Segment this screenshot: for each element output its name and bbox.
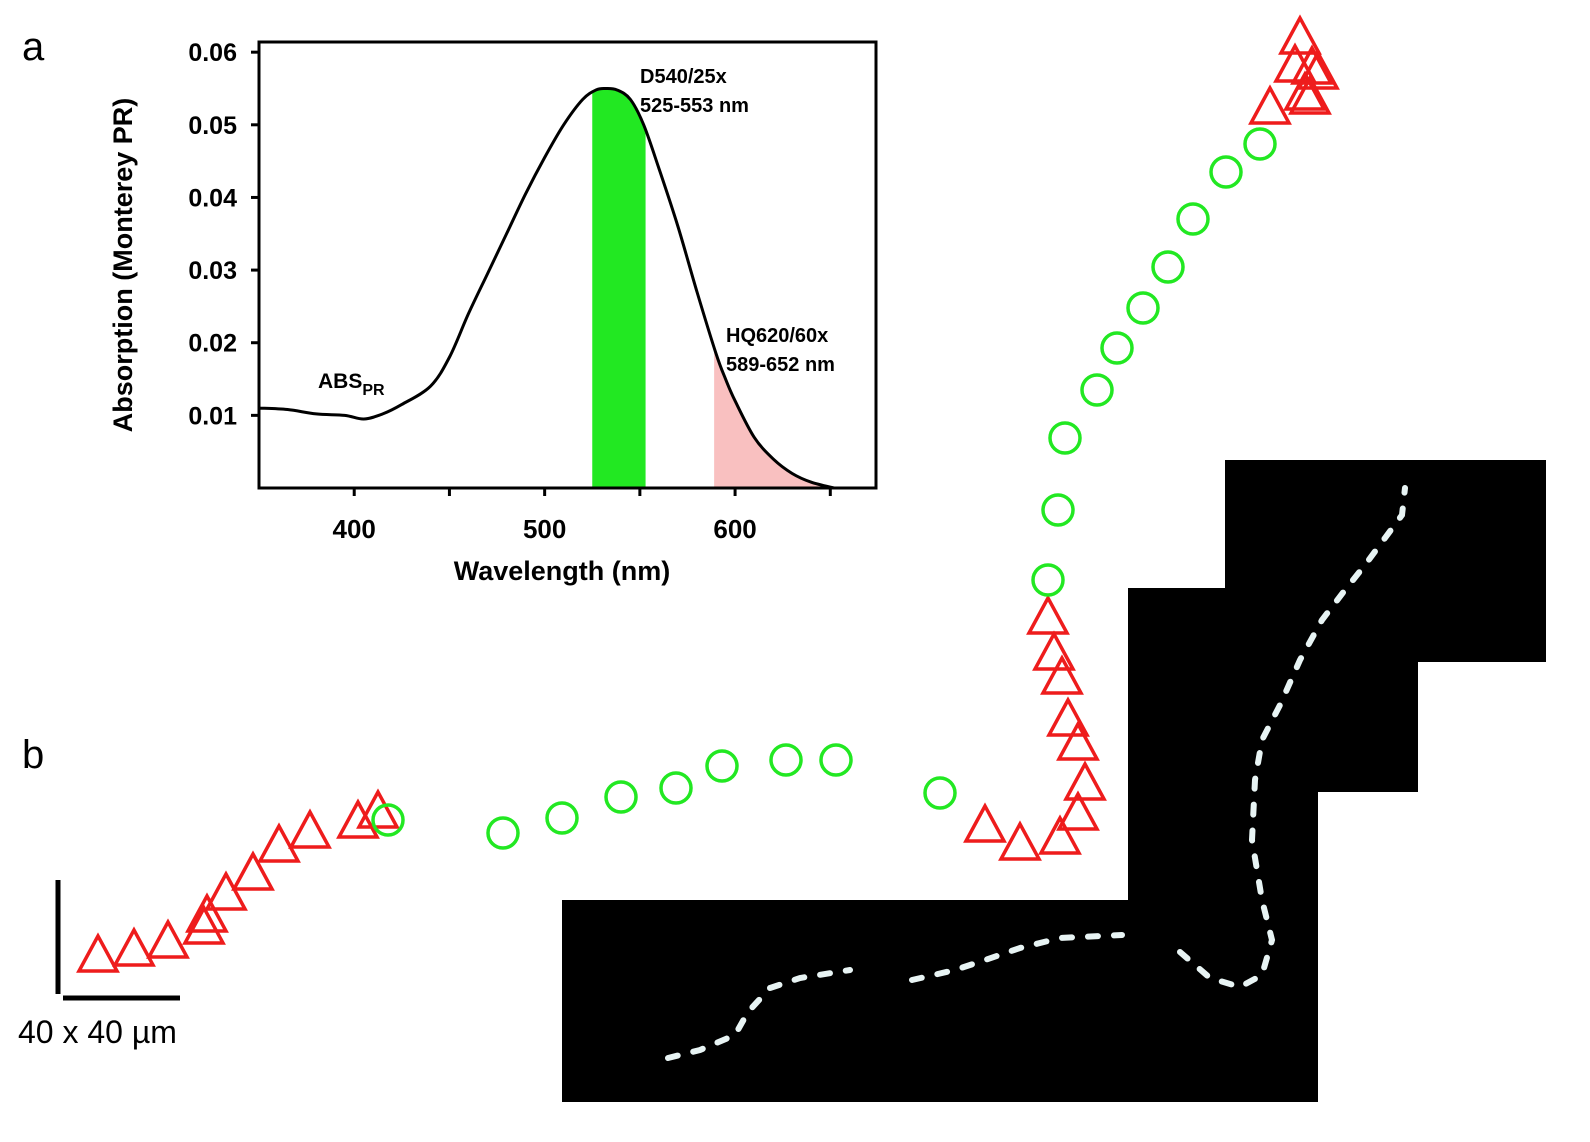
band-label-green-name: D540/25x [640,66,727,88]
green-circle-marker [1041,493,1075,527]
y-tick-label: 0.02 [188,330,237,358]
green-circle-marker [1243,127,1277,161]
green-circle-marker [1176,202,1210,236]
red-triangle-marker [1288,74,1332,115]
red-triangle-marker [231,850,275,891]
series-label-main: ABS [318,370,362,393]
red-triangle-marker [257,822,301,863]
red-triangle-marker [185,892,229,933]
red-triangle-marker [998,820,1042,861]
red-triangle-marker [288,808,332,849]
worm-image [665,485,1408,1061]
y-tick-label: 0.04 [188,184,237,212]
filter-band-0 [592,88,646,489]
green-circle-marker [1048,421,1082,455]
green-circle-marker [1126,291,1160,325]
red-triangle-marker [1040,654,1084,695]
red-triangle-marker [1038,814,1082,855]
tracking-panel: 40 x 40 µm [18,14,1546,1102]
panel-label-a: a [22,25,45,69]
red-triangle-marker [1056,790,1100,831]
red-triangle-marker [76,932,120,973]
green-circle-marker [545,801,579,835]
red-triangle-marker [356,788,400,829]
worm-segment [909,932,1125,983]
y-tick-label: 0.05 [188,112,237,140]
x-axis-label: Wavelength (nm) [454,556,671,586]
red-triangle-marker [182,904,226,945]
red-triangle-marker [1283,70,1327,111]
y-tick-label: 0.01 [188,402,237,430]
worm-image-mosaic [562,460,1546,1102]
green-circle-marker [1209,155,1243,189]
absorption-curve [258,86,835,490]
y-tick-label: 0.06 [188,39,237,67]
green-circle-marker [371,803,405,837]
y-tick-label: 0.03 [188,257,237,285]
series-label: ABSPR [318,370,385,399]
green-circle-marker [923,776,957,810]
worm-segment [665,967,853,1061]
band-label-red-range: 589-652 nm [726,354,835,376]
red-triangle-marker [1248,84,1292,125]
green-circle-marker [604,780,638,814]
x-tick-label: 600 [713,514,756,544]
worm-segment [1177,485,1408,991]
green-circle-marker [659,771,693,805]
red-triangle-marker [1296,49,1340,90]
green-circle-marker [1031,563,1065,597]
green-circle-marker [1080,373,1114,407]
red-triangle-marker [1026,594,1070,635]
green-circle-marker [486,816,520,850]
red-triangle-marker [963,802,1007,843]
green-circle-marker [1151,250,1185,284]
band-label-green-range: 525-553 nm [640,95,749,117]
absorption-chart: 400 500 600 0.01 0.02 0.03 0.04 0.05 0.06 Wavel… [108,39,878,586]
panel-label-b: b [22,733,44,777]
red-triangle-marker [1063,760,1107,801]
plot-frame [257,40,878,490]
red-triangle-marker [1032,630,1076,671]
red-triangle-marker [336,798,380,839]
x-tick-label: 500 [523,514,566,544]
red-triangle-marker [112,926,156,967]
band-label-red-name: HQ620/60x [726,325,828,347]
green-circle-marker [769,743,803,777]
red-triangle-marker [1046,696,1090,737]
green-circle-marker [819,743,853,777]
green-circle-marker [705,749,739,783]
y-axis-label: Absorption (Monterey PR) [108,98,138,433]
x-tick-label: 400 [333,514,376,544]
red-triangle-marker [204,870,248,911]
red-triangle-marker [1056,720,1100,761]
series-label-sub: PR [362,382,385,399]
scale-bar-label: 40 x 40 µm [18,1014,177,1050]
green-circle-marker [1100,331,1134,365]
red-triangle-marker [146,918,190,959]
filter-band-1 [714,347,835,488]
